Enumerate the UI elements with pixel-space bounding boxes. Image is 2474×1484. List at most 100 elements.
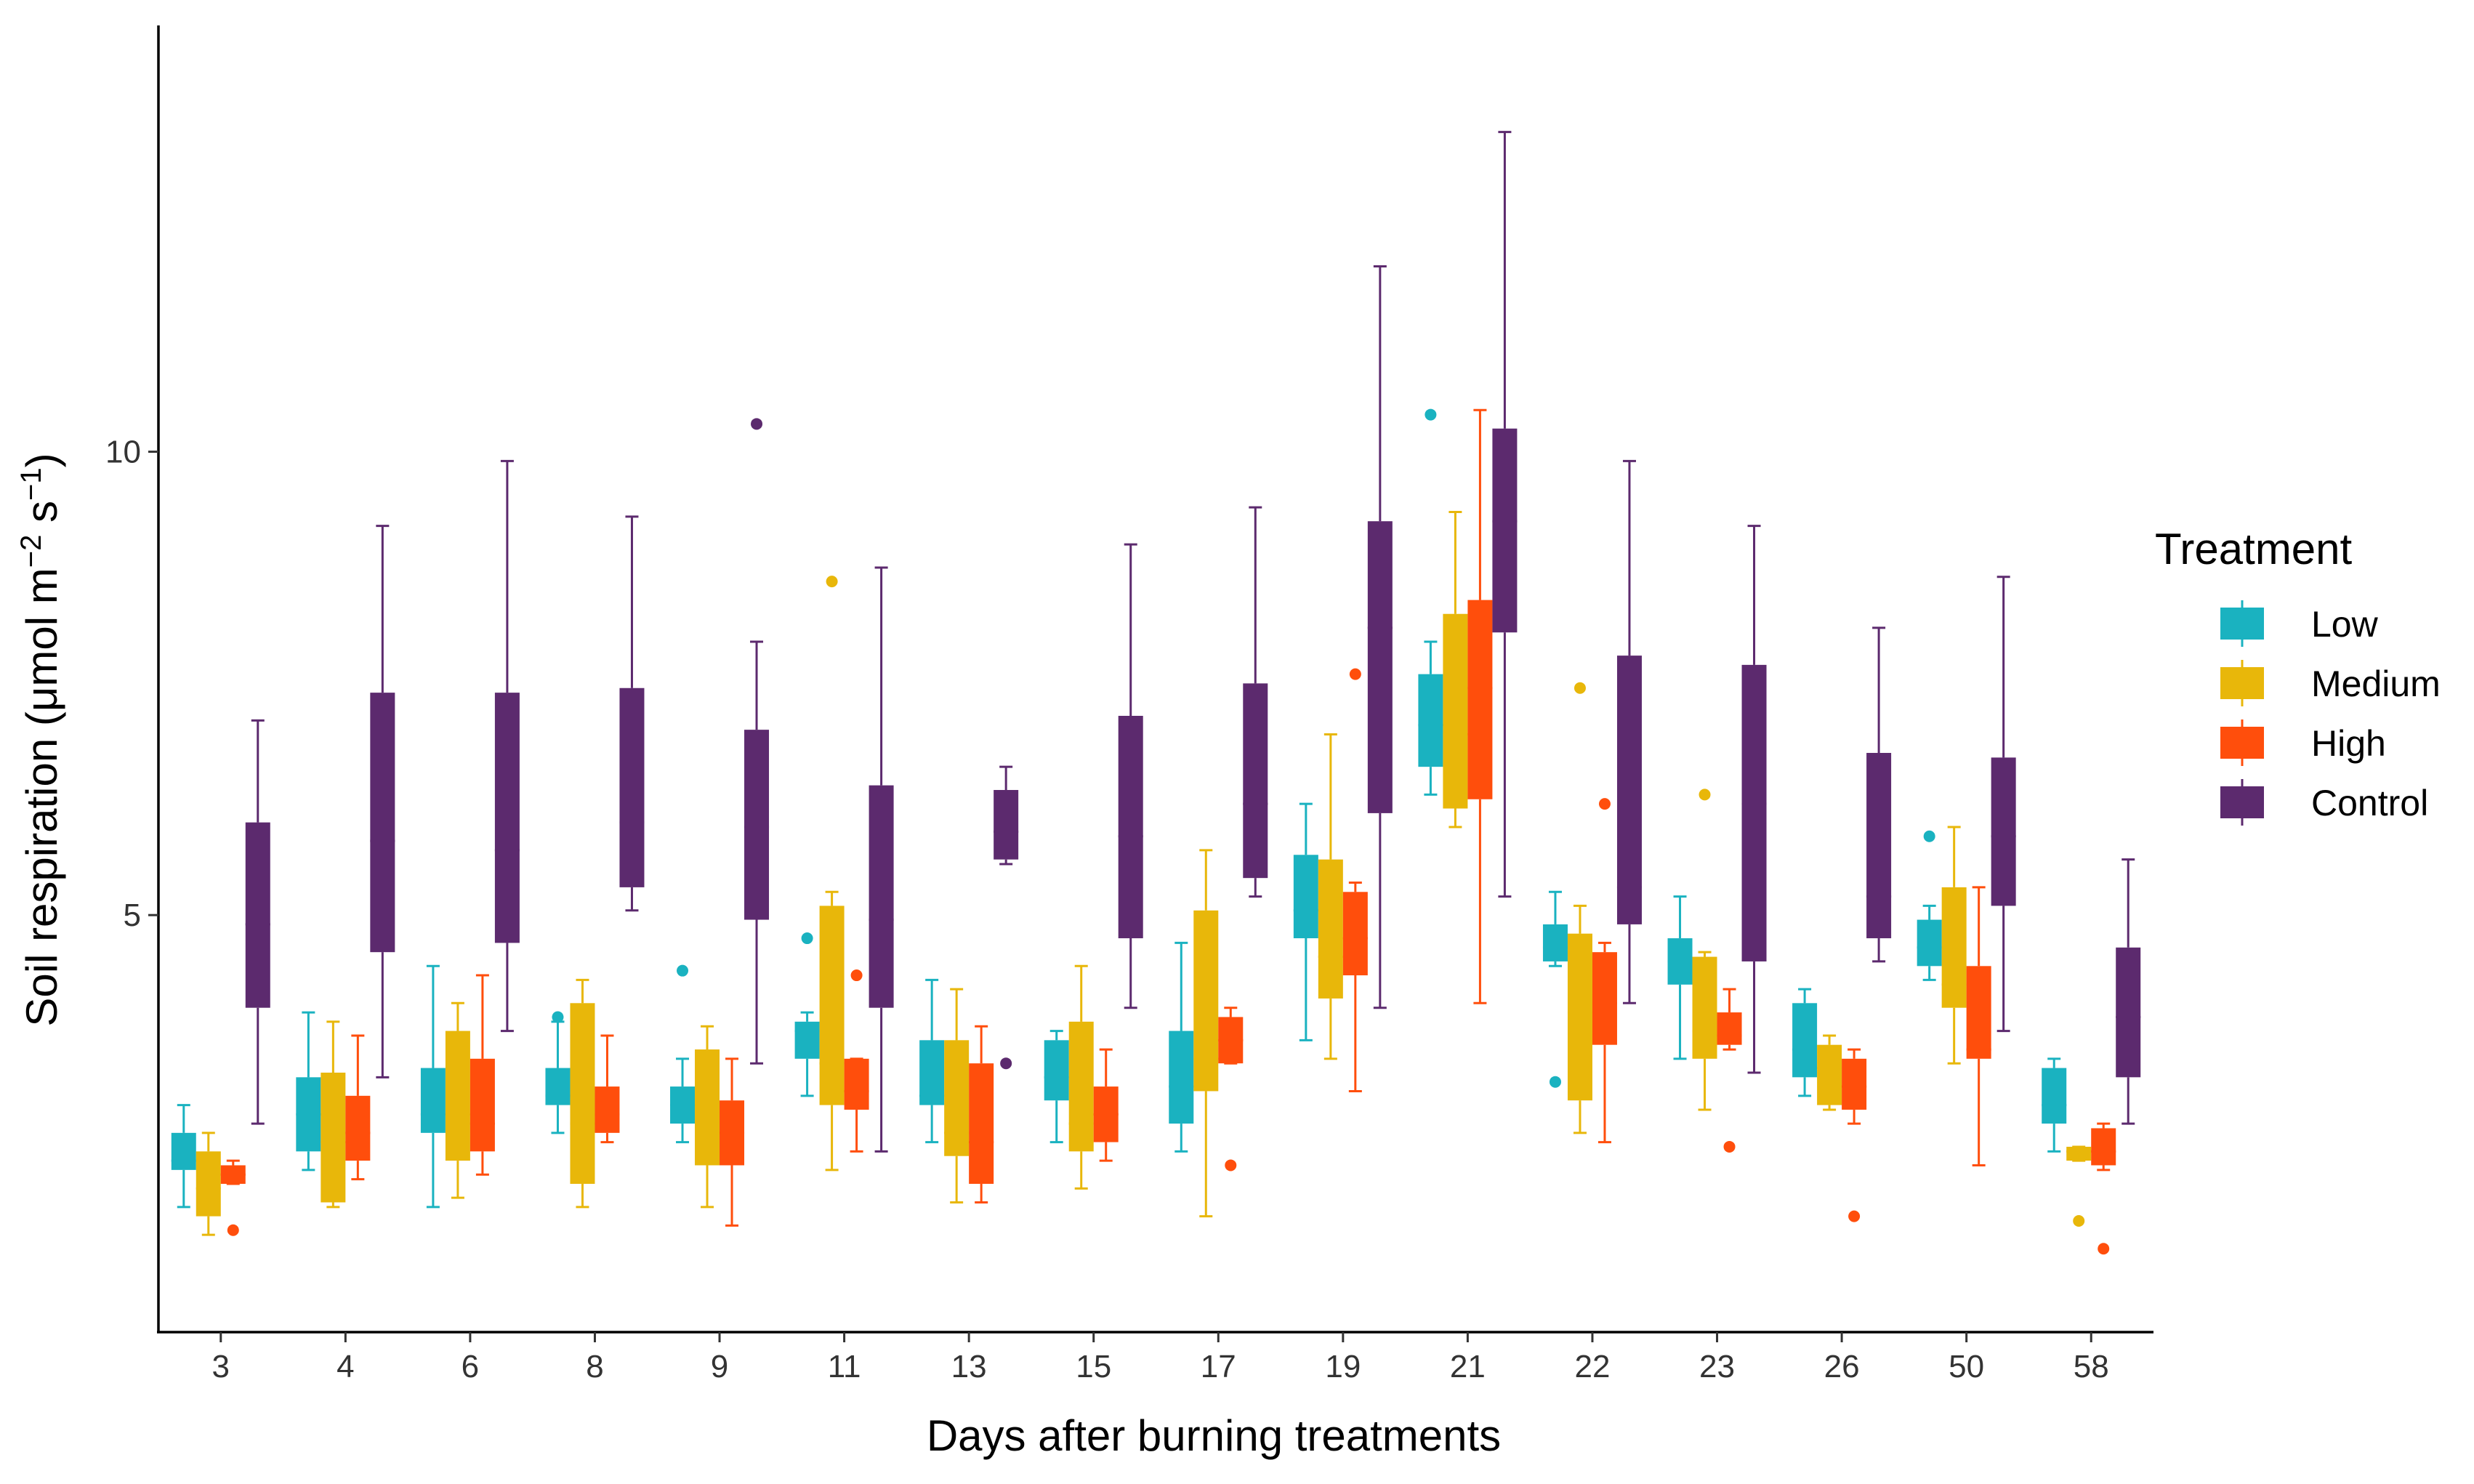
box-control-day-21: [1492, 131, 1518, 898]
box-iqr: [1068, 1021, 1094, 1152]
x-tick-label-21: 21: [1450, 1349, 1486, 1384]
x-tick-label-15: 15: [1076, 1349, 1111, 1384]
box-medium-day-9: [695, 1025, 720, 1209]
box-medium-day-50: [1941, 826, 1967, 1065]
box-control-day-50: [1991, 576, 2016, 1033]
box-iqr: [1692, 956, 1717, 1059]
tick-labels: 3 4 6 8 9 11 13 15 17 19 21 22 23 26 50 58 5 10: [105, 435, 2109, 1384]
box-iqr: [819, 906, 845, 1105]
x-tick-label-50: 50: [1949, 1349, 1984, 1384]
legend-item-high: High: [2220, 719, 2386, 766]
box-medium-day-23: [1692, 789, 1717, 1111]
box-marks: [171, 131, 2141, 1255]
box-iqr: [2091, 1128, 2116, 1166]
box-iqr: [1567, 933, 1592, 1101]
box-medium-day-13: [944, 988, 970, 1203]
x-tick-label-23: 23: [1699, 1349, 1735, 1384]
box-low-day-50: [1917, 830, 1942, 981]
outlier-point: [227, 1224, 239, 1236]
box-medium-day-21: [1443, 510, 1468, 828]
box-iqr: [1044, 1040, 1069, 1101]
y-axis-title-mid: s: [17, 501, 66, 535]
box-control-day-58: [2116, 858, 2141, 1125]
box-high-day-23: [1717, 988, 1742, 1153]
box-iqr: [1941, 887, 1967, 1008]
x-tick-label-58: 58: [2074, 1349, 2109, 1384]
box-low-day-22: [1542, 890, 1568, 1088]
box-control-day-17: [1243, 506, 1268, 898]
x-tick-label-13: 13: [951, 1349, 987, 1384]
outlier-point: [751, 418, 763, 430]
outlier-point: [2073, 1214, 2085, 1227]
box-low-day-9: [670, 964, 696, 1144]
box-low-day-6: [420, 964, 446, 1209]
box-iqr: [570, 1003, 595, 1184]
box-medium-day-11: [819, 576, 845, 1172]
box-iqr: [1616, 656, 1642, 924]
box-iqr: [1193, 910, 1219, 1092]
outlier-point: [1425, 408, 1437, 421]
outlier-point: [552, 1011, 564, 1023]
box-low-day-26: [1792, 988, 1818, 1097]
box-low-day-13: [919, 978, 945, 1144]
box-iqr: [1966, 966, 1991, 1059]
box-control-day-26: [1866, 626, 1892, 963]
box-iqr: [2116, 947, 2141, 1078]
box-iqr: [1492, 428, 1518, 633]
box-medium-day-58: [2066, 1145, 2092, 1227]
box-iqr: [1367, 521, 1393, 813]
box-high-day-19: [1342, 668, 1368, 1092]
outlier-point: [801, 932, 813, 945]
x-tick-label-4: 4: [337, 1349, 354, 1384]
box-control-day-9: [744, 418, 770, 1065]
box-medium-day-8: [570, 978, 595, 1209]
axes: [157, 25, 2153, 1334]
box-iqr: [744, 730, 770, 920]
box-iqr: [1592, 952, 1617, 1045]
box-low-day-3: [171, 1104, 196, 1209]
box-high-day-6: [470, 974, 495, 1176]
legend-item-medium: Medium: [2220, 660, 2441, 706]
box-iqr: [869, 785, 894, 1008]
box-medium-day-6: [445, 1001, 470, 1199]
outlier-point: [1549, 1076, 1561, 1088]
box-iqr: [1243, 683, 1268, 879]
box-high-day-9: [720, 1057, 745, 1227]
box-high-day-26: [1842, 1048, 1867, 1222]
box-control-day-19: [1367, 265, 1393, 1009]
box-iqr: [944, 1040, 970, 1156]
x-tick-label-17: 17: [1201, 1349, 1236, 1384]
box-high-day-15: [1093, 1048, 1119, 1162]
box-control-day-3: [245, 719, 270, 1125]
y-axis-title-end: ): [17, 453, 66, 467]
box-iqr: [844, 1058, 869, 1110]
box-low-day-17: [1169, 941, 1194, 1153]
box-low-day-21: [1418, 408, 1443, 796]
box-iqr: [1318, 859, 1343, 999]
box-iqr: [1418, 674, 1443, 767]
outlier-point: [1349, 668, 1361, 680]
box-iqr: [1118, 716, 1143, 939]
box-low-day-15: [1044, 1030, 1069, 1144]
box-iqr: [1467, 600, 1493, 799]
box-medium-day-17: [1193, 849, 1219, 1218]
box-high-day-17: [1218, 1007, 1244, 1172]
legend-key-medium: [2220, 667, 2264, 699]
box-iqr: [494, 693, 520, 943]
box-iqr: [420, 1068, 446, 1133]
box-iqr: [1741, 664, 1767, 961]
box-high-day-21: [1467, 408, 1493, 1004]
box-medium-day-26: [1817, 1034, 1842, 1111]
box-control-day-4: [370, 525, 395, 1078]
legend-key-high: [2220, 727, 2264, 759]
box-high-day-4: [345, 1034, 371, 1181]
box-iqr: [245, 822, 270, 1008]
box-iqr: [1842, 1058, 1867, 1110]
legend-key-low: [2220, 608, 2264, 640]
legend-label-control: Control: [2311, 783, 2428, 823]
box-control-day-8: [619, 515, 645, 912]
outlier-point: [826, 576, 838, 588]
box-iqr: [1817, 1044, 1842, 1105]
box-iqr: [1792, 1003, 1818, 1078]
y-tick-label-5: 5: [124, 898, 141, 933]
